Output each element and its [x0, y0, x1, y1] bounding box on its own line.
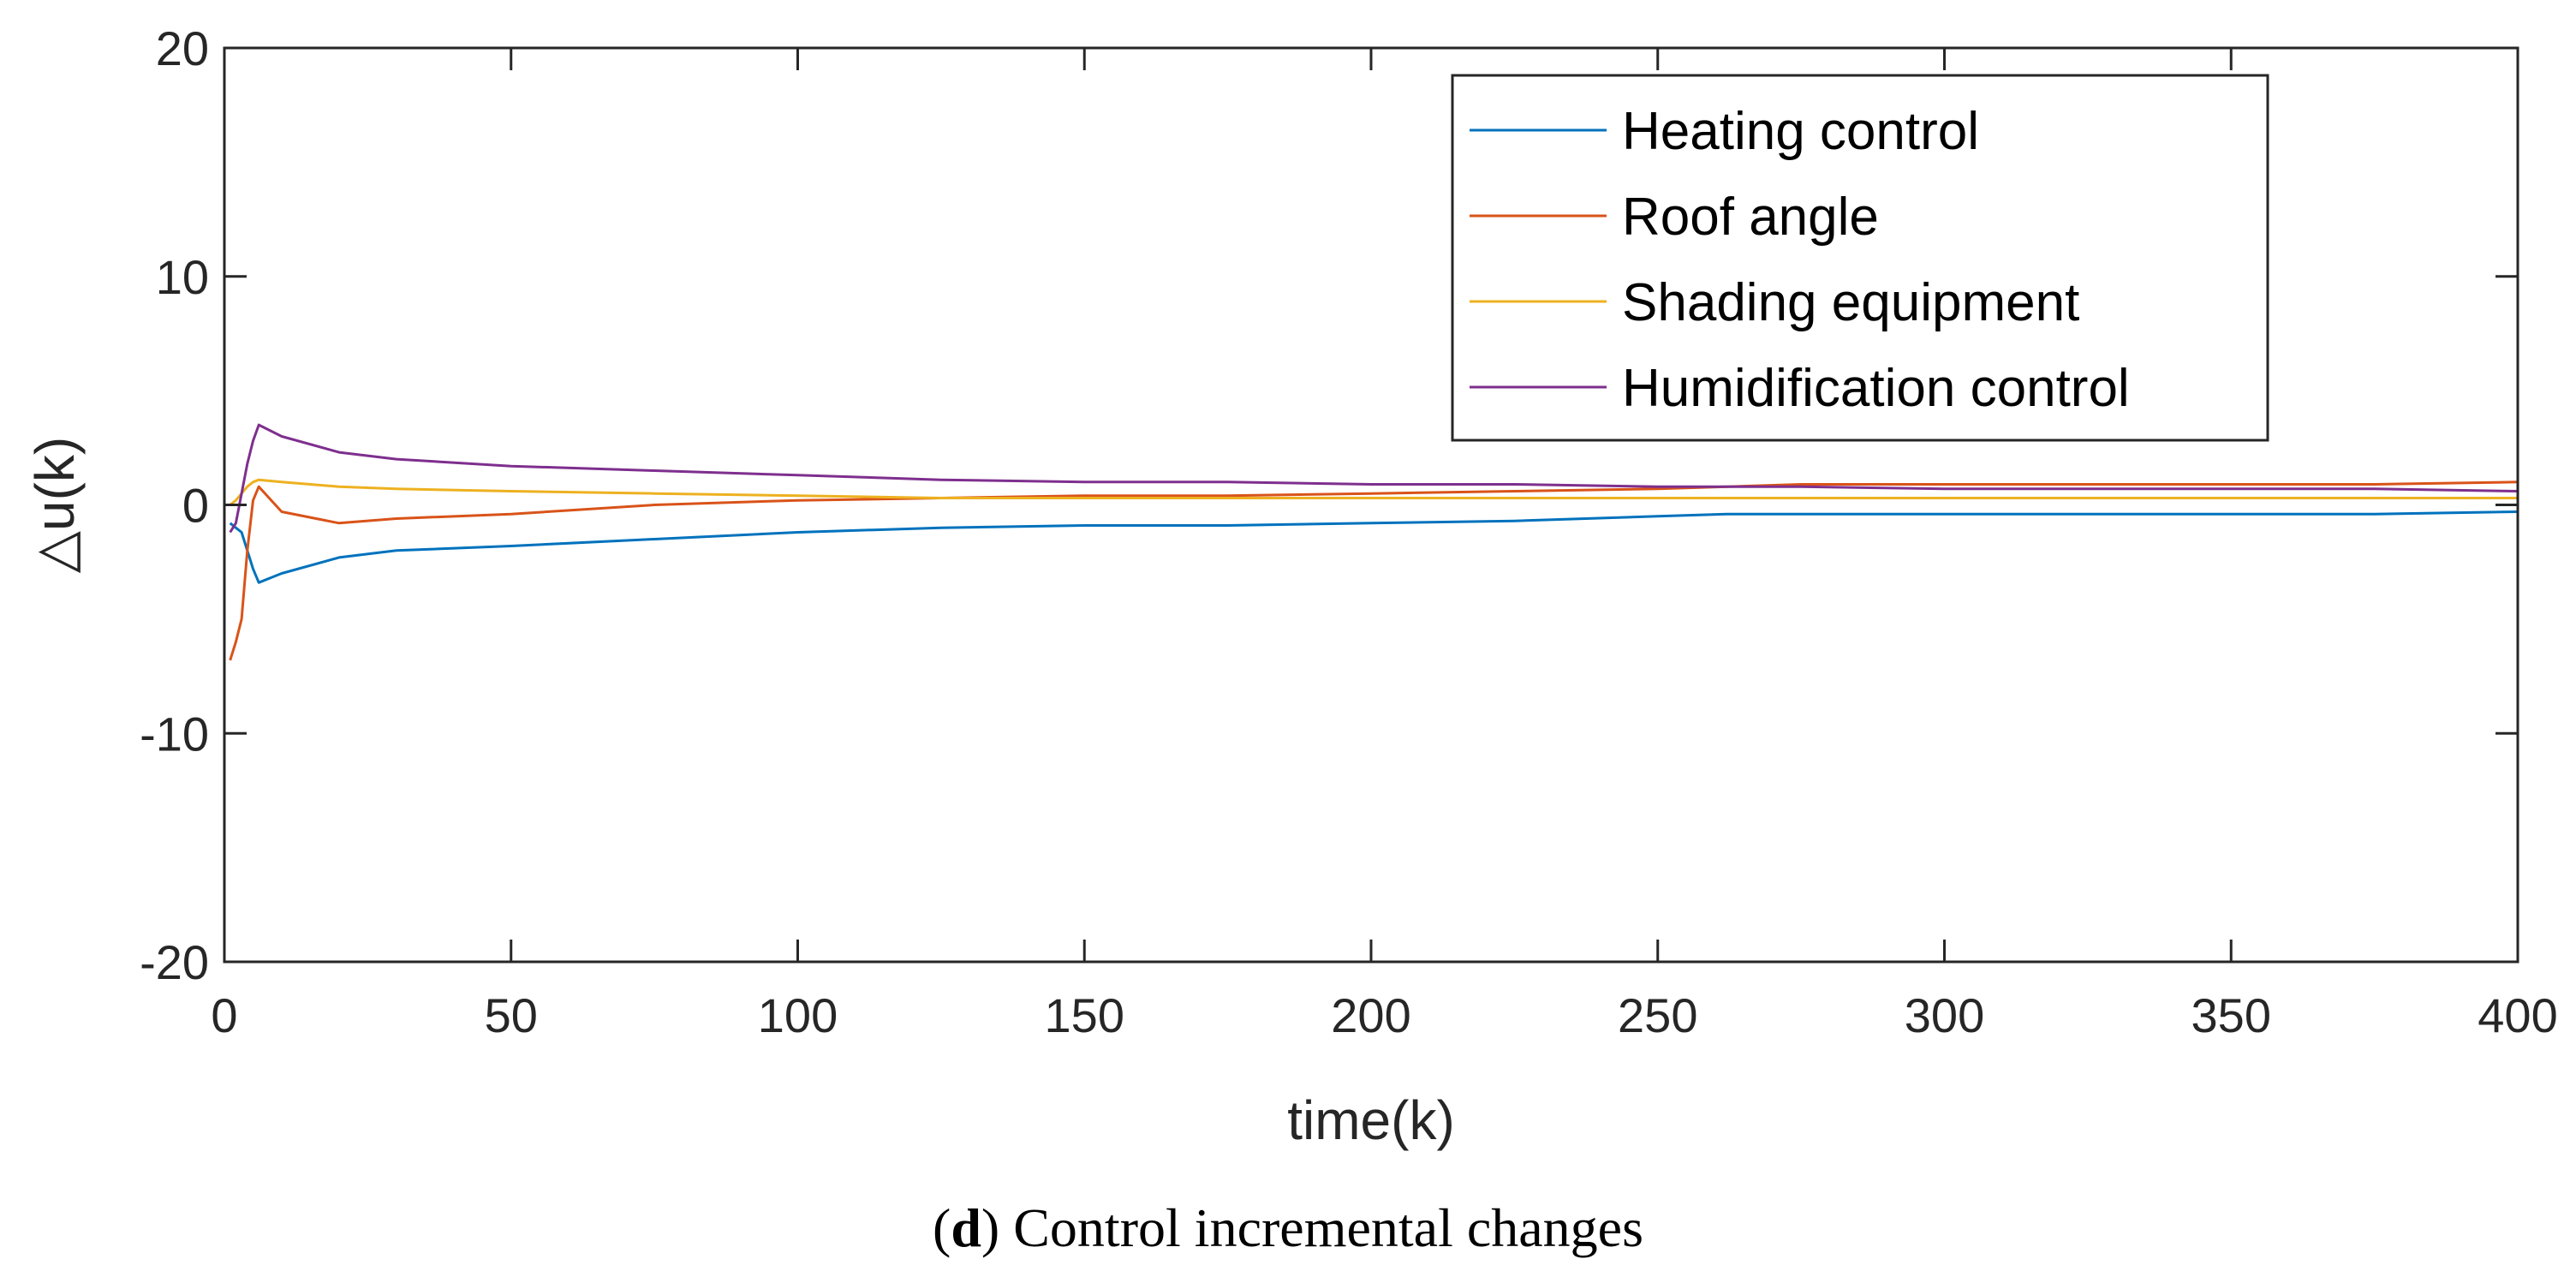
caption-close-paren: ) — [981, 1197, 999, 1258]
legend-label: Roof angle — [1622, 188, 1879, 247]
y-tick-label: -10 — [140, 707, 209, 761]
x-tick-label: 0 — [211, 988, 237, 1042]
x-tick-label: 150 — [1045, 988, 1124, 1042]
caption-text: Control incremental changes — [999, 1197, 1643, 1258]
legend-box — [1451, 74, 2269, 442]
y-tick-label: -20 — [140, 935, 209, 989]
series-line-heating-control — [229, 510, 2519, 584]
series-line-roof-angle — [229, 480, 2519, 661]
legend-label: Shading equipment — [1622, 273, 2079, 332]
y-tick-label: 10 — [156, 250, 209, 304]
caption-letter: d — [951, 1197, 981, 1258]
legend-label: Humidification control — [1622, 359, 2130, 418]
tick-layer: 0 50 100 150 200 250 300 350 400 -20 -10 0 10 20 — [140, 21, 2558, 1042]
legend: Heating control Roof angle Shading equipme… — [1451, 74, 2269, 442]
series-layer — [229, 423, 2519, 661]
y-axis-label: △u(k) — [24, 437, 86, 573]
x-tick-label: 200 — [1331, 988, 1410, 1042]
figure-caption: (d) Control incremental changes — [933, 1197, 1643, 1258]
y-tick-label: 0 — [182, 479, 209, 533]
x-tick-label: 250 — [1618, 988, 1697, 1042]
x-tick-label: 100 — [758, 988, 838, 1042]
x-tick-label: 350 — [2191, 988, 2271, 1042]
caption-open-paren: ( — [933, 1197, 951, 1258]
legend-label: Heating control — [1622, 102, 1979, 161]
x-tick-label: 50 — [485, 988, 538, 1042]
series-line-shading-equipment — [229, 478, 2518, 506]
y-tick-label: 20 — [156, 21, 209, 75]
x-tick-label: 300 — [1905, 988, 1984, 1042]
series-line-humidification-control — [229, 423, 2519, 534]
x-tick-label: 400 — [2478, 988, 2557, 1042]
x-axis-label: time(k) — [1287, 1089, 1455, 1151]
